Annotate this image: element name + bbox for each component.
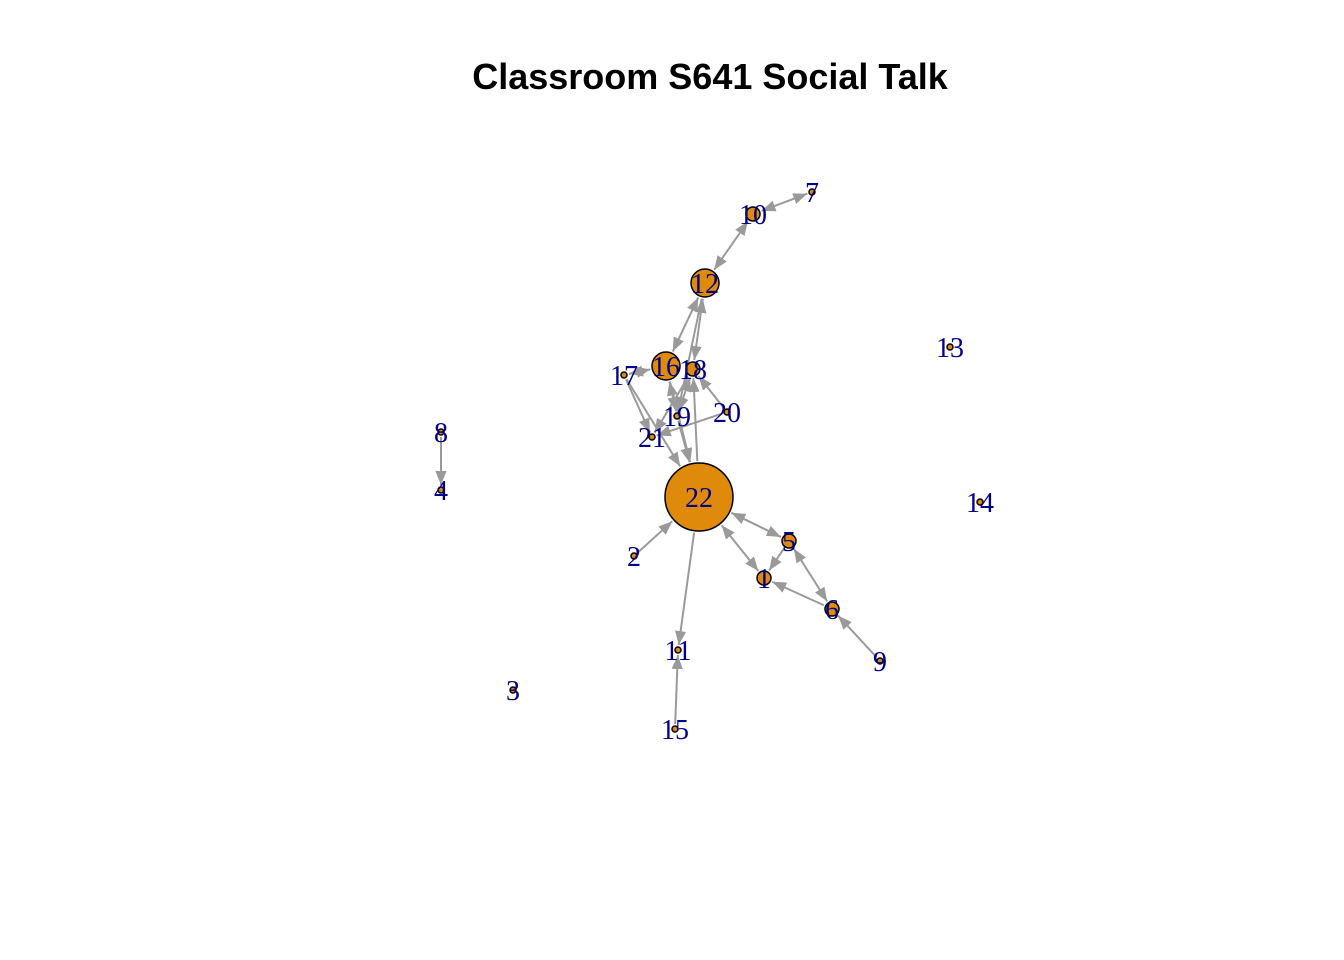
node-13 — [946, 343, 954, 351]
edges-layer — [435, 192, 878, 725]
node-label-16: 16 — [652, 352, 680, 383]
node-label-11: 11 — [665, 636, 692, 667]
node-label-1: 1 — [757, 564, 771, 595]
edge-12-18 — [690, 298, 707, 361]
node-6 — [824, 601, 840, 617]
node-label-13: 13 — [936, 333, 964, 364]
node-label-7: 7 — [805, 178, 819, 209]
edge-12-16 — [671, 297, 700, 352]
edge-18-19 — [677, 377, 692, 412]
node-label-3: 3 — [506, 676, 520, 707]
node-label-8: 8 — [434, 418, 448, 449]
edge-22-1 — [720, 524, 760, 572]
edge-22-11 — [675, 532, 696, 646]
edge-5-1 — [768, 547, 785, 572]
edge-5-6 — [792, 548, 829, 602]
edge-17-16 — [628, 365, 651, 378]
node-10 — [745, 206, 761, 222]
node-label-20: 20 — [713, 398, 741, 429]
edge-10-12 — [713, 220, 749, 271]
edge-9-6 — [837, 614, 878, 659]
nodes-layer — [437, 188, 984, 733]
node-label-19: 19 — [663, 402, 691, 433]
edge-17-21 — [625, 379, 651, 433]
node-17 — [620, 371, 628, 379]
node-11 — [674, 646, 682, 654]
node-12 — [690, 268, 720, 298]
edge-6-1 — [771, 580, 825, 607]
edge-15-11 — [671, 654, 683, 725]
node-label-12: 12 — [691, 269, 719, 300]
edge-10-7 — [761, 192, 808, 212]
node-2 — [630, 552, 638, 560]
node-label-9: 9 — [873, 647, 887, 678]
edge-17-22 — [625, 378, 681, 467]
edge-18-21 — [653, 376, 690, 434]
node-7 — [808, 188, 816, 196]
node-label-6: 6 — [825, 595, 839, 626]
node-20 — [723, 408, 731, 416]
node-15 — [671, 725, 679, 733]
node-label-18: 18 — [679, 355, 707, 386]
node-label-10: 10 — [739, 200, 767, 231]
node-label-22: 22 — [685, 483, 713, 514]
node-18 — [685, 361, 701, 377]
edge-22-5 — [730, 511, 782, 538]
node-16 — [651, 351, 681, 381]
node-22 — [664, 462, 734, 532]
node-label-5: 5 — [782, 527, 796, 558]
node-21 — [648, 433, 656, 441]
node-1 — [756, 570, 772, 586]
edge-20-18 — [697, 375, 725, 409]
node-19 — [673, 412, 681, 420]
node-8 — [437, 428, 445, 436]
plot-title: Classroom S641 Social Talk — [472, 56, 948, 97]
node-label-21: 21 — [638, 423, 666, 454]
edge-2-22 — [637, 520, 674, 554]
node-5 — [781, 533, 797, 549]
node-label-2: 2 — [627, 542, 641, 573]
node-4 — [437, 486, 445, 494]
node-label-15: 15 — [661, 715, 689, 746]
node-14 — [976, 498, 984, 506]
edge-20-21 — [656, 412, 723, 437]
node-label-17: 17 — [610, 361, 638, 392]
node-9 — [876, 657, 884, 665]
node-label-4: 4 — [434, 476, 448, 507]
edge-19-22 — [677, 420, 692, 463]
node-label-14: 14 — [966, 488, 994, 519]
node-3 — [509, 686, 517, 694]
edge-22-18 — [688, 377, 700, 462]
